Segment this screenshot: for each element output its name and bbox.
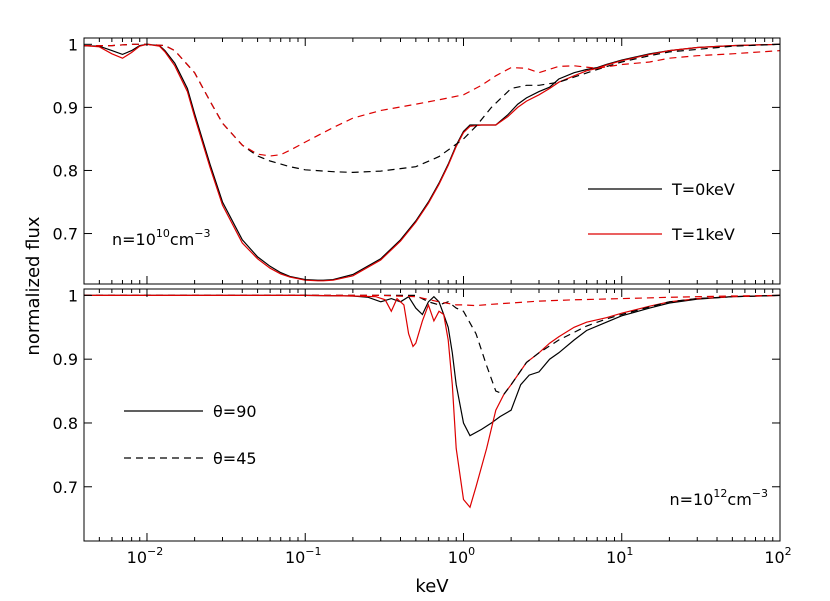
x-tick-label: 100 xyxy=(448,545,475,567)
x-tick-label: 10−2 xyxy=(127,545,164,567)
x-tick-label: 10−1 xyxy=(285,545,322,567)
series-line-1 xyxy=(84,43,780,281)
series-line-4 xyxy=(84,43,780,157)
bottom-panel: 0.7 0.8 0.9 1 10−2 10−1 100 101 102 θ=90 θ=45 n=101… xyxy=(53,286,792,567)
series-line-2 xyxy=(84,294,780,509)
x-tick-label: 102 xyxy=(764,545,791,567)
series-line-4 xyxy=(84,294,780,307)
legend-label-1: θ=90 xyxy=(213,402,257,421)
y-tick-label: 0.9 xyxy=(53,98,78,117)
series-line-3 xyxy=(84,43,780,174)
y-tick-label: 0.7 xyxy=(53,478,78,497)
series-line-2 xyxy=(84,43,780,282)
y-axis-title: normalized flux xyxy=(23,216,44,355)
y-tick-label: 1 xyxy=(68,35,78,54)
axis-frame xyxy=(83,288,781,542)
legend-label-2: T=1keV xyxy=(671,225,735,244)
series-line-3 xyxy=(84,294,780,396)
density-annotation: n=1010cm−3 xyxy=(112,227,211,249)
top-panel: 0.7 0.8 0.9 1 T=0keV T=1keV n=1010cm−3 xyxy=(53,35,781,285)
x-tick-label: 101 xyxy=(606,545,633,567)
density-annotation: n=1012cm−3 xyxy=(669,487,768,509)
y-tick-label: 0.8 xyxy=(53,161,78,180)
legend-label-2: θ=45 xyxy=(213,449,257,468)
x-axis-title: keV xyxy=(415,576,449,597)
y-tick-label: 0.9 xyxy=(53,350,78,369)
y-tick-label: 0.8 xyxy=(53,414,78,433)
axis-frame xyxy=(83,37,781,285)
legend-label-1: T=0keV xyxy=(671,180,735,199)
y-tick-label: 1 xyxy=(68,286,78,305)
y-tick-label: 0.7 xyxy=(53,225,78,244)
